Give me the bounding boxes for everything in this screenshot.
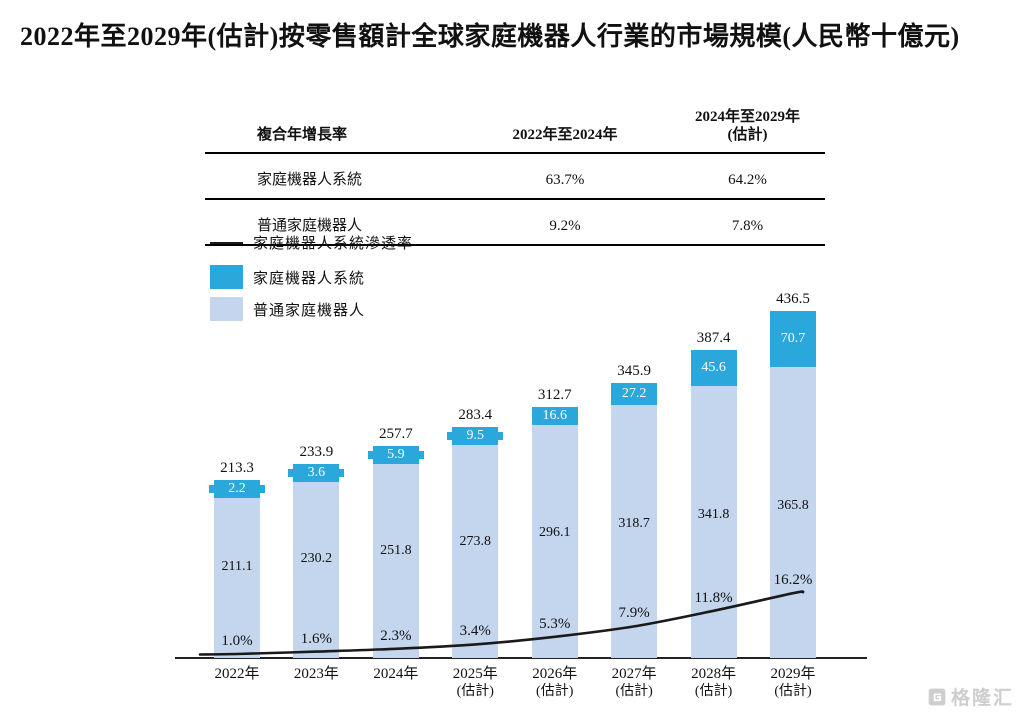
bar-total-label: 283.4	[458, 407, 493, 424]
legend-item-penetration: 家庭機器人系統滲透率	[210, 232, 413, 253]
cagr-table-header-row: 複合年增長率 2022年至2024年 2024年至2029年 (估計)	[205, 92, 825, 154]
row-label: 家庭機器人系統	[257, 172, 363, 188]
x-axis-label: 2022年	[214, 666, 260, 682]
x-axis-label: 2026年 (估計)	[532, 666, 578, 699]
penetration-rate-label: 5.3%	[539, 615, 571, 632]
bar-segment-ordinary-value: 318.7	[618, 516, 650, 532]
penetration-rate-label: 16.2%	[773, 572, 813, 589]
bar-2028年: 45.6 341.8	[690, 350, 737, 658]
row-value-period2: 64.2%	[728, 172, 767, 188]
bar-total-label: 436.5	[776, 291, 810, 307]
lightblue-swatch-icon	[210, 297, 243, 321]
penetration-rate-label: 2.3%	[380, 627, 412, 644]
penetration-rate-label: 11.8%	[694, 589, 733, 606]
page-title: 2022年至2029年(估計)按零售額計全球家庭機器人行業的市場規模(人民幣十億…	[20, 22, 960, 51]
cagr-header-period2-line2: (估計)	[727, 127, 768, 143]
bar-segment-ordinary-value: 296.1	[538, 525, 571, 541]
cagr-header-label: 複合年增長率	[257, 127, 348, 143]
bar-segment-system: 45.6	[690, 350, 737, 387]
legend-item-system: 家庭機器人系統	[210, 265, 413, 289]
penetration-rate-label: 1.6%	[300, 630, 333, 647]
gelonghui-logo-icon	[928, 688, 946, 705]
watermark: 格隆汇	[927, 683, 1014, 710]
row-value-period1: 63.7%	[545, 172, 585, 188]
x-axis-label: 2023年	[293, 666, 339, 682]
table-row: 普通家庭機器人 9.2% 7.8%	[205, 200, 825, 246]
bar-segment-system: 2.2	[209, 480, 265, 499]
bar-total-label: 257.7	[378, 426, 413, 443]
bar-segment-system: 16.6	[531, 407, 578, 426]
penetration-rate-label: 7.9%	[618, 605, 650, 622]
bar-segment-ordinary-value: 365.8	[777, 497, 809, 513]
bar-segment-ordinary-value: 211.1	[221, 559, 253, 575]
row-value-period2: 7.8%	[731, 218, 764, 234]
legend-label: 家庭機器人系統	[253, 270, 366, 287]
x-axis-label: 2029年 (估計)	[770, 666, 816, 699]
bar-segment-ordinary-value: 341.8	[697, 507, 730, 523]
table-row: 家庭機器人系統 63.7% 64.2%	[205, 154, 825, 200]
bar-segment-ordinary-value: 251.8	[380, 542, 412, 558]
bar-total-label: 213.3	[220, 460, 254, 477]
row-label: 普通家庭機器人	[257, 218, 363, 234]
bar-segment-system: 27.2	[611, 383, 658, 405]
watermark-brand: 格隆汇	[950, 688, 1014, 709]
legend-label: 普通家庭機器人	[253, 302, 366, 319]
legend-item-ordinary: 普通家庭機器人	[210, 297, 413, 321]
bar-2029年: 70.7 365.8	[770, 311, 816, 658]
line-swatch-icon	[210, 241, 243, 244]
cagr-header-period1: 2022年至2024年	[512, 127, 618, 143]
legend-label: 家庭機器人系統滲透率	[253, 236, 414, 252]
x-axis	[175, 657, 867, 659]
bar-segment-system: 9.5	[447, 427, 504, 446]
bar-total-label: 387.4	[696, 330, 731, 347]
blue-swatch-icon	[210, 265, 243, 289]
x-axis-label: 2027年 (估計)	[611, 666, 657, 699]
bar-segment-ordinary-value: 230.2	[300, 551, 333, 567]
bar-total-label: 345.9	[617, 363, 652, 380]
cagr-header-period2-line1: 2024年至2029年	[694, 109, 800, 125]
bar-total-label: 233.9	[299, 444, 334, 461]
penetration-rate-label: 1.0%	[221, 633, 253, 649]
cagr-table: 複合年增長率 2022年至2024年 2024年至2029年 (估計) 家庭機器…	[205, 92, 825, 246]
cagr-header-period2: 2024年至2029年 (估計)	[670, 108, 825, 144]
bar-segment-ordinary-value: 273.8	[459, 534, 492, 550]
x-axis-label: 2025年 (估計)	[452, 666, 498, 699]
bar-total-label: 312.7	[537, 387, 572, 403]
row-value-period1: 9.2%	[549, 218, 581, 234]
x-axis-label: 2028年 (估計)	[691, 666, 737, 699]
bar-segment-system: 70.7	[770, 311, 816, 368]
bar-segment-system: 3.6	[288, 464, 345, 483]
penetration-rate-label: 3.4%	[459, 623, 491, 640]
bar-segment-system: 5.9	[367, 446, 424, 465]
x-axis-label: 2024年	[373, 666, 419, 682]
chart-legend: 家庭機器人系統滲透率 家庭機器人系統 普通家庭機器人	[210, 232, 413, 329]
